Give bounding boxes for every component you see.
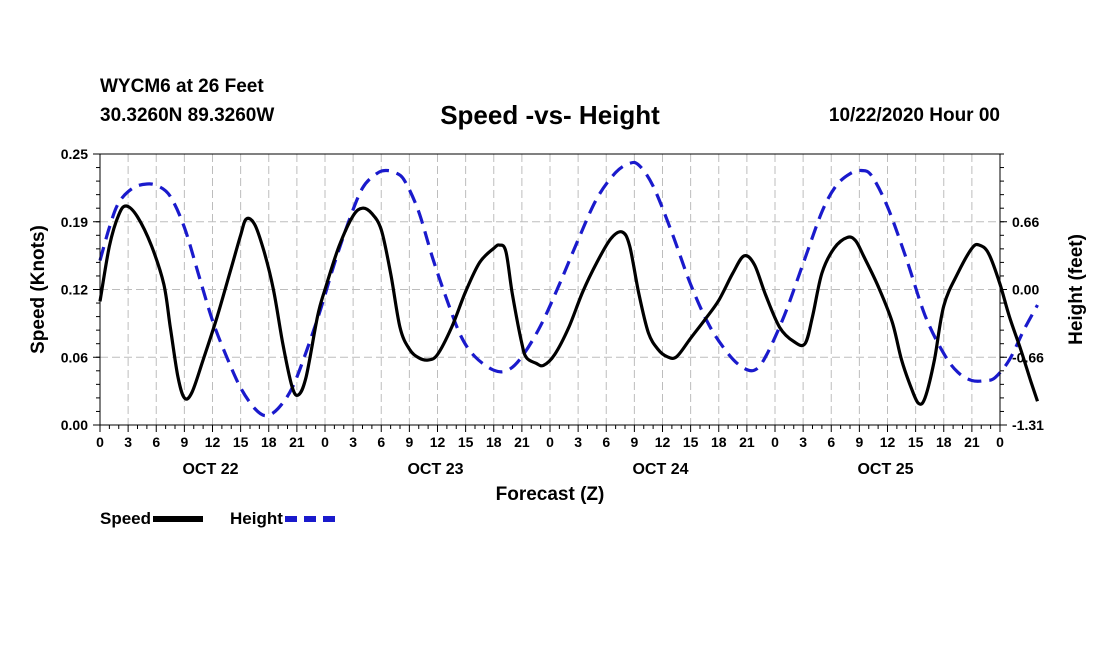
x-axis-title: Forecast (Z)	[496, 484, 605, 505]
legend-height-swatch	[284, 516, 335, 522]
x-tick-label: 18	[711, 434, 727, 450]
chart-title: Speed -vs- Height	[440, 100, 660, 130]
x-tick-label: 21	[514, 434, 530, 450]
day-label: OCT 23	[407, 461, 463, 478]
x-tick-label: 3	[349, 434, 357, 450]
y-tick-label: 0.00	[61, 417, 88, 433]
x-tick-label: 9	[855, 434, 863, 450]
x-tick-label: 9	[405, 434, 413, 450]
x-tick-label: 12	[880, 434, 896, 450]
y2-tick-label: -1.31	[1012, 417, 1044, 433]
y-tick-label: 0.06	[61, 349, 88, 365]
y2-tick-label: 0.00	[1012, 282, 1039, 298]
x-tick-label: 3	[799, 434, 807, 450]
x-tick-label: 9	[180, 434, 188, 450]
x-tick-label: 21	[739, 434, 755, 450]
x-tick-label: 9	[630, 434, 638, 450]
x-tick-label: 12	[655, 434, 671, 450]
x-tick-label: 0	[96, 434, 104, 450]
x-tick-label: 6	[827, 434, 835, 450]
y-tick-label: 0.25	[61, 146, 88, 162]
legend-height: Height	[230, 509, 335, 529]
x-tick-label: 0	[546, 434, 554, 450]
x-tick-label: 15	[908, 434, 924, 450]
x-tick-label: 15	[683, 434, 699, 450]
x-tick-label: 15	[458, 434, 474, 450]
day-label: OCT 25	[857, 461, 913, 478]
day-label: OCT 22	[182, 461, 238, 478]
day-label: OCT 24	[632, 461, 688, 478]
y2-tick-label: -0.66	[1012, 349, 1044, 365]
y2-tick-label: 0.66	[1012, 214, 1039, 230]
x-tick-label: 0	[321, 434, 329, 450]
x-tick-label: 18	[261, 434, 277, 450]
speed-series-line	[98, 204, 1040, 406]
legend-speed-label: Speed	[100, 509, 152, 528]
x-tick-label: 3	[124, 434, 132, 450]
x-tick-label: 6	[152, 434, 160, 450]
x-tick-label: 3	[574, 434, 582, 450]
x-tick-label: 0	[771, 434, 779, 450]
grid	[100, 154, 1000, 425]
forecast-datetime: 10/22/2020 Hour 00	[828, 105, 1000, 126]
x-tick-label: 18	[486, 434, 502, 450]
x-tick-label: 21	[289, 434, 305, 450]
x-tick-label: 6	[602, 434, 610, 450]
axes: 0 3 6 9 12 15 18 21 0 3 6 9 12 15 18 21 0 3 6 9 12 15 18 21 0 3 6 9…	[61, 146, 1044, 478]
x-tick-label: 18	[936, 434, 952, 450]
y-tick-label: 0.19	[61, 214, 88, 230]
y2-axis-title: Height (feet)	[1066, 234, 1087, 345]
y-tick-label: 0.12	[61, 282, 88, 298]
legend-speed: Speed	[100, 509, 204, 529]
x-tick-label: 21	[964, 434, 980, 450]
x-tick-label: 6	[377, 434, 385, 450]
x-tick-label: 12	[205, 434, 221, 450]
series-layer	[98, 160, 1040, 418]
legend-height-label: Height	[230, 509, 283, 528]
station-coordinates: 30.3260N 89.3260W	[100, 105, 275, 126]
legend-speed-swatch	[153, 516, 204, 522]
x-tick-label: 15	[233, 434, 249, 450]
x-tick-label: 0	[996, 434, 1004, 450]
height-series-line	[98, 160, 1039, 418]
station-name: WYCM6 at 26 Feet	[100, 76, 264, 97]
x-tick-label: 12	[430, 434, 446, 450]
y-axis-title: Speed (Knots)	[28, 225, 49, 354]
